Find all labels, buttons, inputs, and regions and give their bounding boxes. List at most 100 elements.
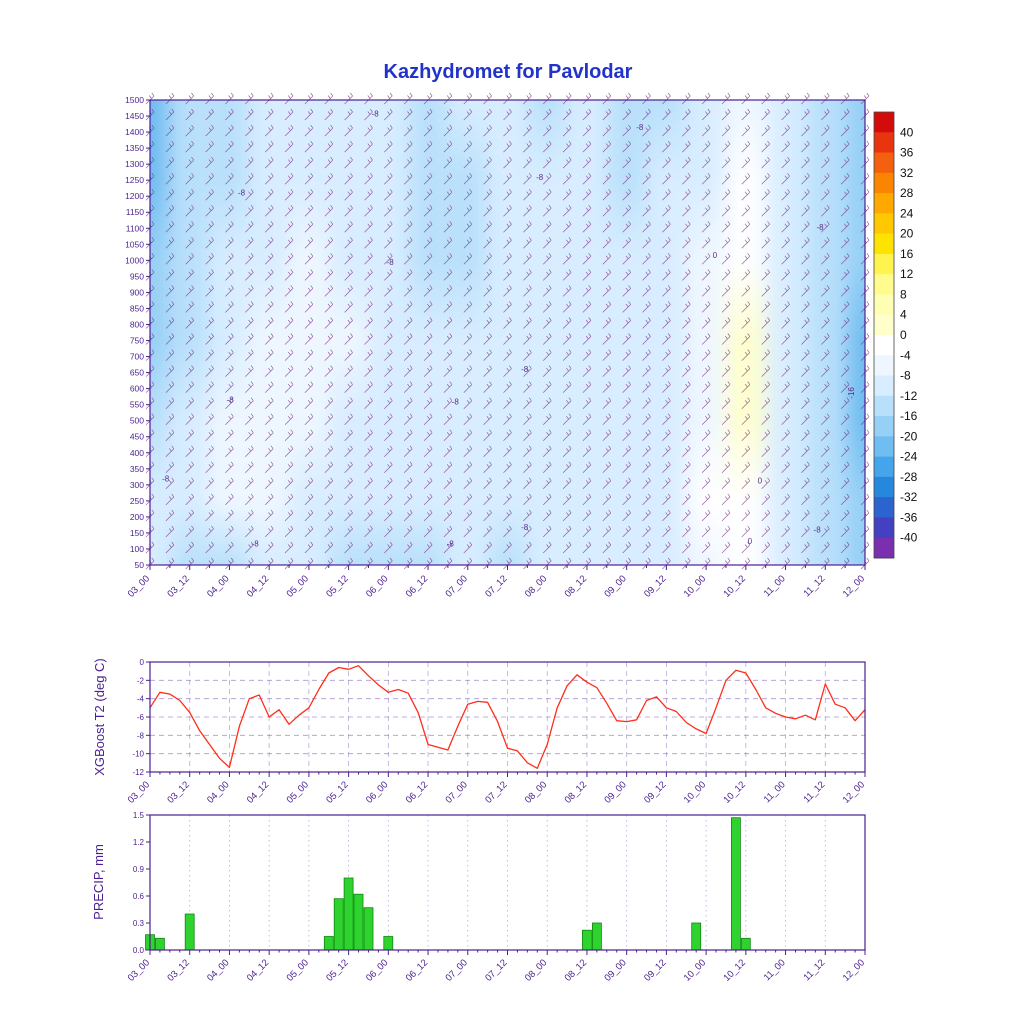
chart-title: Kazhydromet for Pavlodar <box>384 61 633 83</box>
x-tick-label: 08_12 <box>563 573 589 599</box>
heatmap-column <box>209 100 250 565</box>
heatmap-column <box>726 100 766 565</box>
heatmap-column <box>408 100 448 565</box>
x-tick-label: 07_00 <box>443 957 469 983</box>
heatmap-column <box>447 100 488 565</box>
colorbar-segment <box>874 456 894 478</box>
y-tick-label: 1.2 <box>133 838 145 847</box>
contour-label: -8 <box>452 398 460 407</box>
x-tick-label: 10_00 <box>682 779 708 805</box>
x-tick-label: 04_12 <box>245 573 271 599</box>
x-tick-label: 06_12 <box>404 573 430 599</box>
colorbar-tick-label: -28 <box>900 470 918 484</box>
colorbar-frame <box>873 111 895 559</box>
x-tick-label: 08_12 <box>563 779 589 805</box>
y-tick-label: 850 <box>130 303 144 313</box>
x-tick-label: 10_00 <box>682 573 708 599</box>
colorbar-segment <box>874 152 894 174</box>
y-tick-label: 1500 <box>125 95 144 105</box>
colorbar-tick-label: 12 <box>900 267 914 281</box>
precip-bar-layer <box>145 817 751 951</box>
y-tick-label: 750 <box>130 336 144 346</box>
colorbar-tick-label: 0 <box>900 328 907 342</box>
x-tick-label: 06_00 <box>364 779 390 805</box>
contour-label: 0 <box>758 477 763 486</box>
y-tick-label: 0.9 <box>133 865 145 874</box>
x-tick-label: 09_12 <box>642 573 668 599</box>
y-tick-label: 1.5 <box>133 811 145 820</box>
x-tick-label: 03_12 <box>165 957 191 983</box>
x-tick-label: 11_00 <box>762 779 788 805</box>
x-tick-label: 10_12 <box>721 779 747 805</box>
t2-ylabel: XGBoost T2 (deg C) <box>92 658 107 776</box>
contour-label: -8 <box>372 109 380 118</box>
precip-bar <box>343 877 354 951</box>
contour-label: -8 <box>162 474 170 483</box>
x-tick-label: 11_12 <box>801 573 827 599</box>
heatmap-column <box>845 100 865 565</box>
x-tick-label: 07_12 <box>483 573 509 599</box>
y-tick-label: 100 <box>130 544 144 554</box>
x-tick-label: 05_12 <box>324 957 350 983</box>
colorbar-segment <box>874 476 894 498</box>
y-tick-label: 1150 <box>126 207 145 217</box>
x-tick-label: 10_12 <box>721 573 747 599</box>
contour-label: -8 <box>387 258 395 267</box>
contour-label: -8 <box>816 223 824 232</box>
x-tick-label: 11_00 <box>762 573 788 599</box>
y-tick-label: 150 <box>130 528 144 538</box>
x-tick-label: 11_12 <box>801 779 827 805</box>
x-tick-label: 04_12 <box>245 957 271 983</box>
contour-label: -8 <box>521 523 529 532</box>
y-tick-label: 1450 <box>125 111 144 121</box>
y-tick-label: 50 <box>135 560 145 570</box>
colorbar-tick-label: 36 <box>900 146 914 160</box>
contour-label-layer: -8 -8 -8 -8 -8 -8 0 -8 -8 -8 -16 -8 0 -8 -8 -8 -8 0 <box>162 109 856 548</box>
colorbar-segment <box>874 193 894 214</box>
heatmap-column <box>249 100 289 565</box>
y-tick-label: -4 <box>137 695 145 704</box>
colorbar-segment <box>874 314 894 336</box>
x-tick-label: 06_12 <box>404 779 430 805</box>
precip-bar <box>353 893 364 951</box>
x-tick-label: 09_12 <box>642 779 668 805</box>
x-tick-label: 08_12 <box>563 957 589 983</box>
x-tick-label: 03_00 <box>126 573 152 599</box>
colorbar-tick-label: 40 <box>900 125 914 139</box>
contour-label: 0 <box>748 537 753 546</box>
y-tick-label: 550 <box>130 400 144 410</box>
precip-axes: 0.0 0.3 0.6 0.9 1.2 1.5 03_00 03_12 04_00 04_12 05… <box>126 811 867 984</box>
heatmap-column <box>289 100 329 565</box>
colorbar: 4036322824201612840-4-8-12-16-20-24-28-3… <box>873 111 918 559</box>
contour-label: -8 <box>238 188 246 197</box>
x-tick-label: 08_00 <box>523 957 549 983</box>
y-tick-label: 900 <box>130 287 144 297</box>
colorbar-tick-label: 4 <box>900 308 907 322</box>
precip-bar <box>691 922 702 951</box>
heatmap-column <box>606 100 647 565</box>
colorbar-segment <box>874 294 894 316</box>
colorbar-tick-label: -16 <box>900 409 918 423</box>
colorbar-segment <box>874 274 894 295</box>
x-tick-label: 06_00 <box>364 573 390 599</box>
contour-label: -16 <box>847 387 856 399</box>
y-tick-label: 650 <box>130 368 144 378</box>
x-tick-label: 05_12 <box>324 573 350 599</box>
colorbar-tick-label: 24 <box>900 206 914 220</box>
x-tick-label: 12_00 <box>841 779 867 805</box>
colorbar-tick-label: -24 <box>900 450 918 464</box>
heatmap-column <box>169 100 210 565</box>
x-tick-label: 04_12 <box>245 779 271 805</box>
precip-bar <box>323 936 334 951</box>
colorbar-segment <box>874 436 894 458</box>
x-tick-label: 08_00 <box>523 573 549 599</box>
colorbar-segment <box>874 416 894 437</box>
x-tick-label: 04_00 <box>205 957 231 983</box>
colorbar-tick-label: -12 <box>900 389 918 403</box>
y-tick-label: 450 <box>130 432 144 442</box>
heatmap-column <box>150 100 170 565</box>
y-tick-label: -10 <box>132 750 144 759</box>
x-tick-label: 07_12 <box>483 957 509 983</box>
precip-bar <box>184 913 195 951</box>
